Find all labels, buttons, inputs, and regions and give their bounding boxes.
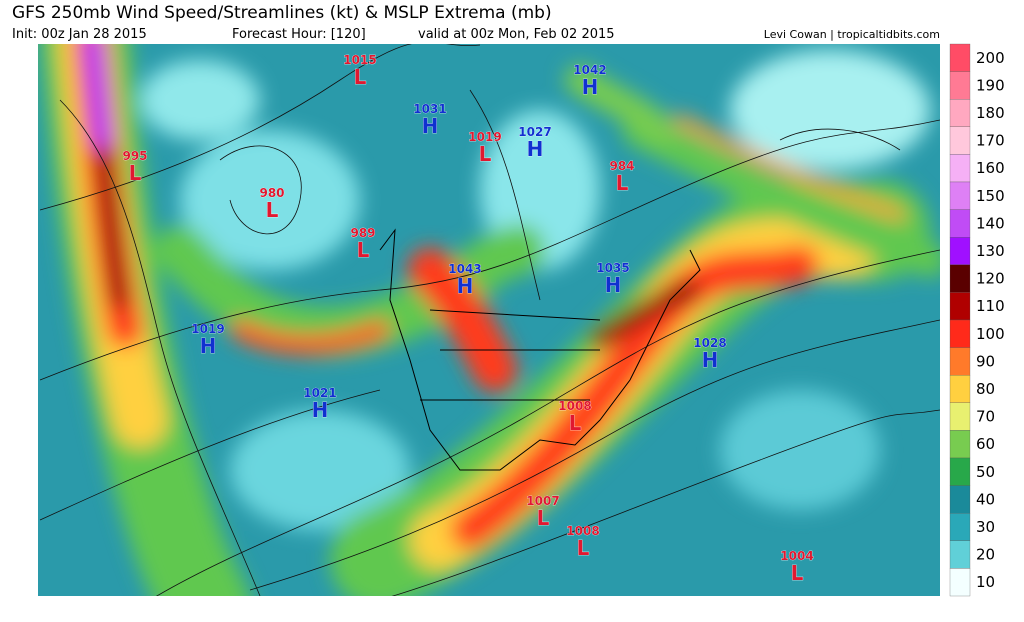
pressure-center: L	[266, 198, 279, 222]
pressure-center: L	[577, 536, 590, 560]
pressure-center: L	[791, 561, 804, 585]
pressure-center: H	[312, 398, 329, 422]
colorbar-bin	[949, 402, 971, 431]
pressure-value: 1027	[518, 125, 551, 139]
pressure-center: L	[537, 506, 550, 530]
pressure-value: 1043	[448, 262, 481, 276]
pressure-value: 995	[122, 149, 147, 163]
colorbar-bin	[949, 292, 971, 321]
pressure-value: 1008	[558, 399, 591, 413]
pressure-center: H	[527, 137, 544, 161]
colorbar-label: 180	[976, 104, 1005, 122]
colorbar-label: 130	[976, 242, 1005, 260]
colorbar-bin	[949, 71, 971, 100]
colorbar-bin	[949, 264, 971, 293]
colorbar-label: 80	[976, 380, 995, 398]
colorbar-bin	[949, 209, 971, 238]
pressure-value: 1035	[596, 261, 629, 275]
colorbar-bin	[949, 319, 971, 348]
pressure-center: L	[357, 238, 370, 262]
pressure-value: 1015	[343, 53, 376, 67]
pressure-value: 980	[259, 186, 284, 200]
colorbar-bin	[949, 513, 971, 541]
colorbar-label: 50	[976, 463, 995, 481]
pressure-center: H	[422, 114, 439, 138]
colorbar-bin	[949, 99, 971, 127]
colorbar-label: 70	[976, 408, 995, 426]
pressure-center: L	[569, 411, 582, 435]
colorbar-label: 170	[976, 132, 1005, 150]
pressure-value: 1031	[413, 102, 446, 116]
colorbar-label: 20	[976, 546, 995, 564]
colorbar-bin	[949, 540, 971, 569]
pressure-center: L	[354, 65, 367, 89]
pressure-value: 1008	[566, 524, 599, 538]
pressure-center: H	[702, 348, 719, 372]
pressure-value: 984	[609, 159, 634, 173]
title: GFS 250mb Wind Speed/Streamlines (kt) & …	[12, 3, 552, 23]
map	[38, 44, 940, 596]
pressure-value: 989	[350, 226, 375, 240]
colorbar-bin	[949, 154, 971, 183]
colorbar-bin	[949, 126, 971, 155]
pressure-value: 1042	[573, 63, 606, 77]
colorbar-bin	[949, 181, 971, 210]
colorbar-label: 100	[976, 325, 1005, 343]
colorbar-label: 60	[976, 435, 995, 453]
colorbar-bin	[949, 375, 971, 403]
colorbar-label: 160	[976, 159, 1005, 177]
pressure-value: 1019	[468, 130, 501, 144]
colorbar: 200 190 180 170 160 150 140 130 120 110 100 90 80 70 6…	[949, 43, 1005, 597]
init: Init: 00z Jan 28 2015	[12, 27, 147, 42]
pressure-center: L	[616, 171, 629, 195]
pressure-value: 1019	[191, 322, 224, 336]
colorbar-label: 190	[976, 76, 1005, 94]
colorbar-label: 200	[976, 49, 1005, 67]
colorbar-bin	[949, 237, 971, 265]
colorbar-label: 150	[976, 187, 1005, 205]
colorbar-label: 90	[976, 352, 995, 370]
valid-time: valid at 00z Mon, Feb 02 2015	[418, 27, 615, 42]
pressure-center: L	[479, 142, 492, 166]
credit: Levi Cowan | tropicaltidbits.com	[764, 28, 940, 41]
colorbar-label: 110	[976, 297, 1005, 315]
pressure-center: H	[582, 75, 599, 99]
colorbar-bin	[949, 347, 971, 376]
colorbar-label: 40	[976, 490, 995, 508]
pressure-center: H	[457, 274, 474, 298]
colorbar-label: 140	[976, 214, 1005, 232]
pressure-value: 1004	[780, 549, 813, 563]
pressure-value: 1028	[693, 336, 726, 350]
colorbar-bin	[949, 43, 971, 72]
colorbar-bin	[949, 568, 971, 597]
pressure-center: H	[200, 334, 217, 358]
colorbar-bin	[949, 485, 971, 514]
colorbar-bin	[949, 457, 971, 486]
colorbar-label: 10	[976, 573, 995, 591]
colorbar-label: 120	[976, 270, 1005, 288]
extrema: 1015L1031H1042H1019L1027H995L980L984L989…	[122, 53, 814, 586]
pressure-center: H	[605, 273, 622, 297]
pressure-center: L	[129, 161, 142, 185]
colorbar-label: 30	[976, 518, 995, 536]
forecast-hour: Forecast Hour: [120]	[232, 27, 366, 42]
pressure-value: 1007	[526, 494, 559, 508]
colorbar-bin	[949, 430, 971, 459]
pressure-value: 1021	[303, 386, 336, 400]
